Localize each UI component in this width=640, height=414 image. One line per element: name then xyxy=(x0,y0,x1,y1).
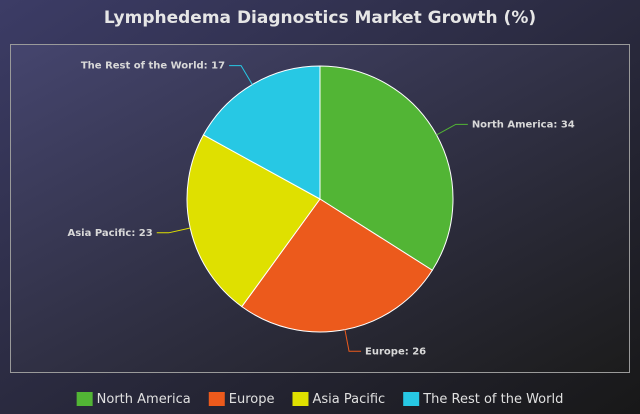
pie-slice xyxy=(186,134,321,308)
legend: North America Europe Asia Pacific The Rest … xyxy=(76,392,563,407)
legend-swatch xyxy=(292,392,309,406)
chart-title: Lymphedema Diagnostics Market Growth (%) xyxy=(104,8,536,28)
pie-slice xyxy=(202,65,321,200)
data-label: Europe: 26 xyxy=(365,346,426,357)
legend-label: Asia Pacific xyxy=(312,392,385,407)
data-label: The Rest of the World: 17 xyxy=(81,61,225,72)
data-label: Asia Pacific: 23 xyxy=(67,228,152,239)
legend-label: The Rest of the World xyxy=(422,392,563,407)
legend-swatch xyxy=(76,392,93,406)
legend-swatch xyxy=(208,392,225,406)
leader-line xyxy=(436,123,468,136)
data-label: North America: 34 xyxy=(472,119,575,130)
leader-line xyxy=(344,329,362,352)
leader-line xyxy=(229,65,253,85)
leader-line xyxy=(156,227,191,234)
legend-label: North America xyxy=(97,392,191,407)
pie: North America: 34 Europe: 26 Asia Pacific:… xyxy=(67,61,574,358)
legend-label: Europe xyxy=(229,392,275,407)
pie-slice xyxy=(241,198,433,333)
legend-swatch xyxy=(403,392,420,406)
